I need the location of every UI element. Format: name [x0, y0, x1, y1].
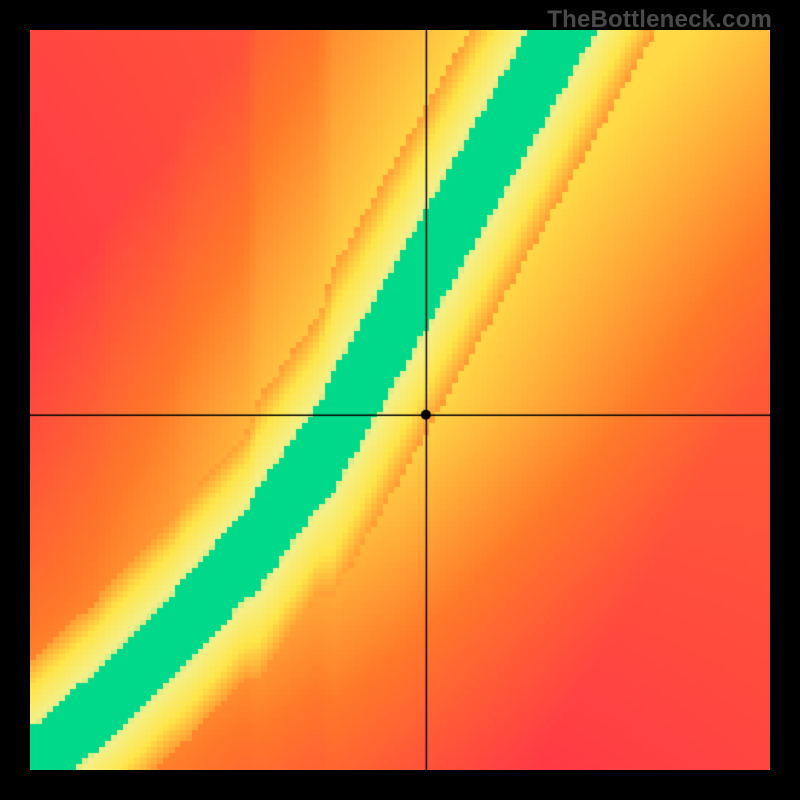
chart-frame: TheBottleneck.com — [0, 0, 800, 800]
bottleneck-heatmap — [30, 30, 770, 770]
